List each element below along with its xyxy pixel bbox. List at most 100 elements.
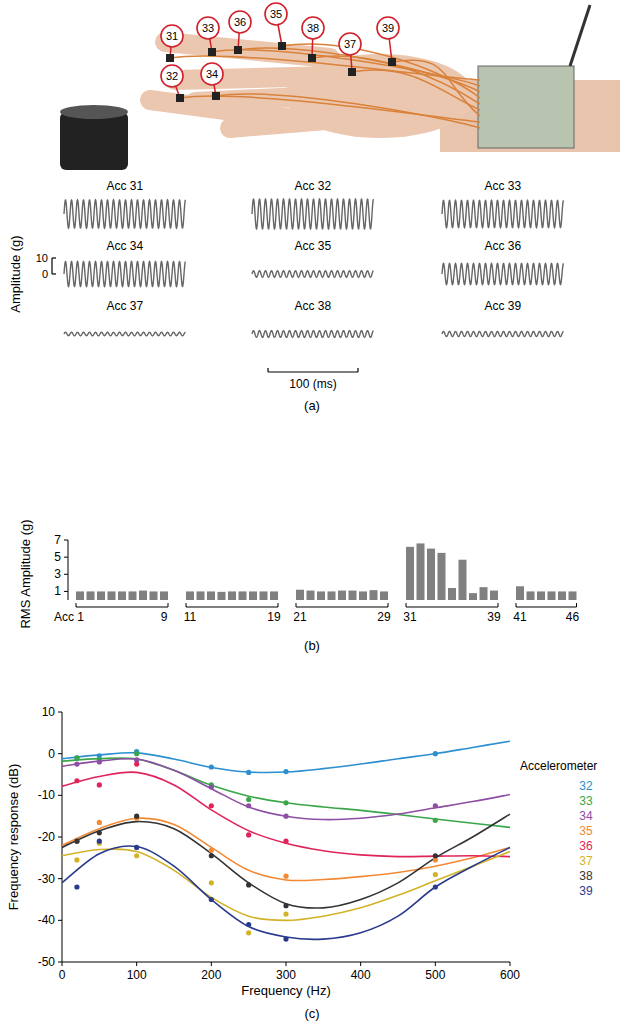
x-tick — [360, 962, 361, 966]
sensor-label: 37 — [344, 38, 356, 50]
data-point — [283, 800, 288, 805]
bar — [307, 591, 315, 600]
data-point — [97, 782, 102, 787]
data-point — [74, 761, 79, 766]
bar — [469, 593, 477, 600]
scale-label: 0 — [42, 268, 48, 280]
y-tick — [58, 837, 62, 838]
scale-tick — [52, 257, 56, 258]
fit-curve — [62, 759, 510, 820]
data-point — [246, 770, 251, 775]
bar — [328, 591, 336, 600]
fit-curve — [62, 849, 510, 920]
group-bracket — [516, 603, 577, 607]
bar — [197, 591, 205, 600]
y-tick — [58, 920, 62, 921]
x-tick-label: 200 — [201, 968, 221, 982]
waveform — [64, 262, 186, 287]
finger — [150, 100, 300, 120]
sensor — [176, 94, 184, 102]
board — [478, 66, 574, 148]
legend-entry: 39 — [579, 884, 593, 898]
data-point — [134, 845, 139, 850]
label-circle — [197, 17, 219, 39]
wave-title: Acc 35 — [294, 239, 331, 253]
bar — [438, 553, 446, 600]
bar — [317, 591, 325, 600]
panel-b: 1357RMS Amplitude (g)Acc 191119212931394… — [18, 519, 579, 653]
data-point — [283, 814, 288, 819]
sensor-label: 35 — [270, 8, 282, 20]
scale-label: 100 (ms) — [289, 377, 336, 391]
legend-entry: 36 — [579, 839, 593, 853]
x-tick-label: 0 — [59, 968, 66, 982]
bar — [139, 591, 147, 600]
bar — [129, 591, 137, 600]
x-tick-label: 11 — [184, 610, 197, 624]
y-tick — [64, 574, 68, 575]
data-point — [97, 830, 102, 835]
legend-entry: 34 — [579, 809, 593, 823]
fit-curve — [62, 814, 510, 908]
photo: 313336353837393234 — [60, 3, 620, 170]
data-point — [433, 872, 438, 877]
sensor — [208, 48, 216, 56]
data-point — [283, 874, 288, 879]
data-point — [283, 839, 288, 844]
x-tick-label: 41 — [513, 610, 527, 624]
label-circle — [161, 65, 183, 87]
sensor — [278, 42, 286, 50]
wave-title: Acc 33 — [484, 179, 521, 193]
bar — [417, 543, 425, 600]
data-point — [433, 884, 438, 889]
scale-bar-end — [357, 368, 358, 372]
data-point — [246, 797, 251, 802]
data-point — [283, 911, 288, 916]
y-tick-label: -40 — [38, 913, 56, 927]
data-point — [74, 755, 79, 760]
legend-title: Accelerometer — [520, 759, 597, 773]
wave-title: Acc 32 — [294, 179, 331, 193]
x-tick — [211, 962, 212, 966]
data-point — [246, 803, 251, 808]
cable — [170, 56, 480, 80]
bar — [516, 586, 524, 600]
y-tick — [64, 591, 68, 592]
waveform — [252, 271, 374, 277]
legend-entry: 37 — [579, 854, 593, 868]
waveform — [442, 331, 564, 336]
panel-c: -50-40-30-20-100100100200300400500600Fre… — [6, 705, 597, 1021]
x-tick-label: 100 — [127, 968, 147, 982]
bar — [527, 591, 535, 600]
bar — [349, 591, 357, 600]
data-point — [209, 803, 214, 808]
wave-title: Acc 36 — [484, 239, 521, 253]
waveform — [64, 332, 186, 336]
bar — [370, 590, 378, 600]
wave-title: Acc 39 — [484, 299, 521, 313]
group-bracket — [406, 603, 498, 607]
cable — [216, 94, 480, 128]
sensor-label: 34 — [206, 68, 218, 80]
bar — [480, 587, 488, 600]
legend-entry: 35 — [579, 824, 593, 838]
x-tick-label: 31 — [403, 610, 417, 624]
scale-label: 10 — [36, 252, 48, 264]
data-point — [74, 884, 79, 889]
panel-label: (c) — [304, 1006, 319, 1021]
legend: Accelerometer3233343536373839 — [520, 759, 597, 898]
data-point — [209, 784, 214, 789]
data-point — [209, 897, 214, 902]
label-circle — [377, 17, 399, 39]
legend-entry: 32 — [579, 779, 593, 793]
data-point — [74, 778, 79, 783]
data-point — [433, 818, 438, 823]
bars — [76, 543, 577, 600]
bar — [380, 591, 388, 600]
wave-title: Acc 38 — [294, 299, 331, 313]
data-point — [74, 839, 79, 844]
bar — [87, 591, 95, 600]
wave-title: Acc 31 — [106, 179, 143, 193]
data-point — [97, 759, 102, 764]
x-tick-label: 300 — [276, 968, 296, 982]
